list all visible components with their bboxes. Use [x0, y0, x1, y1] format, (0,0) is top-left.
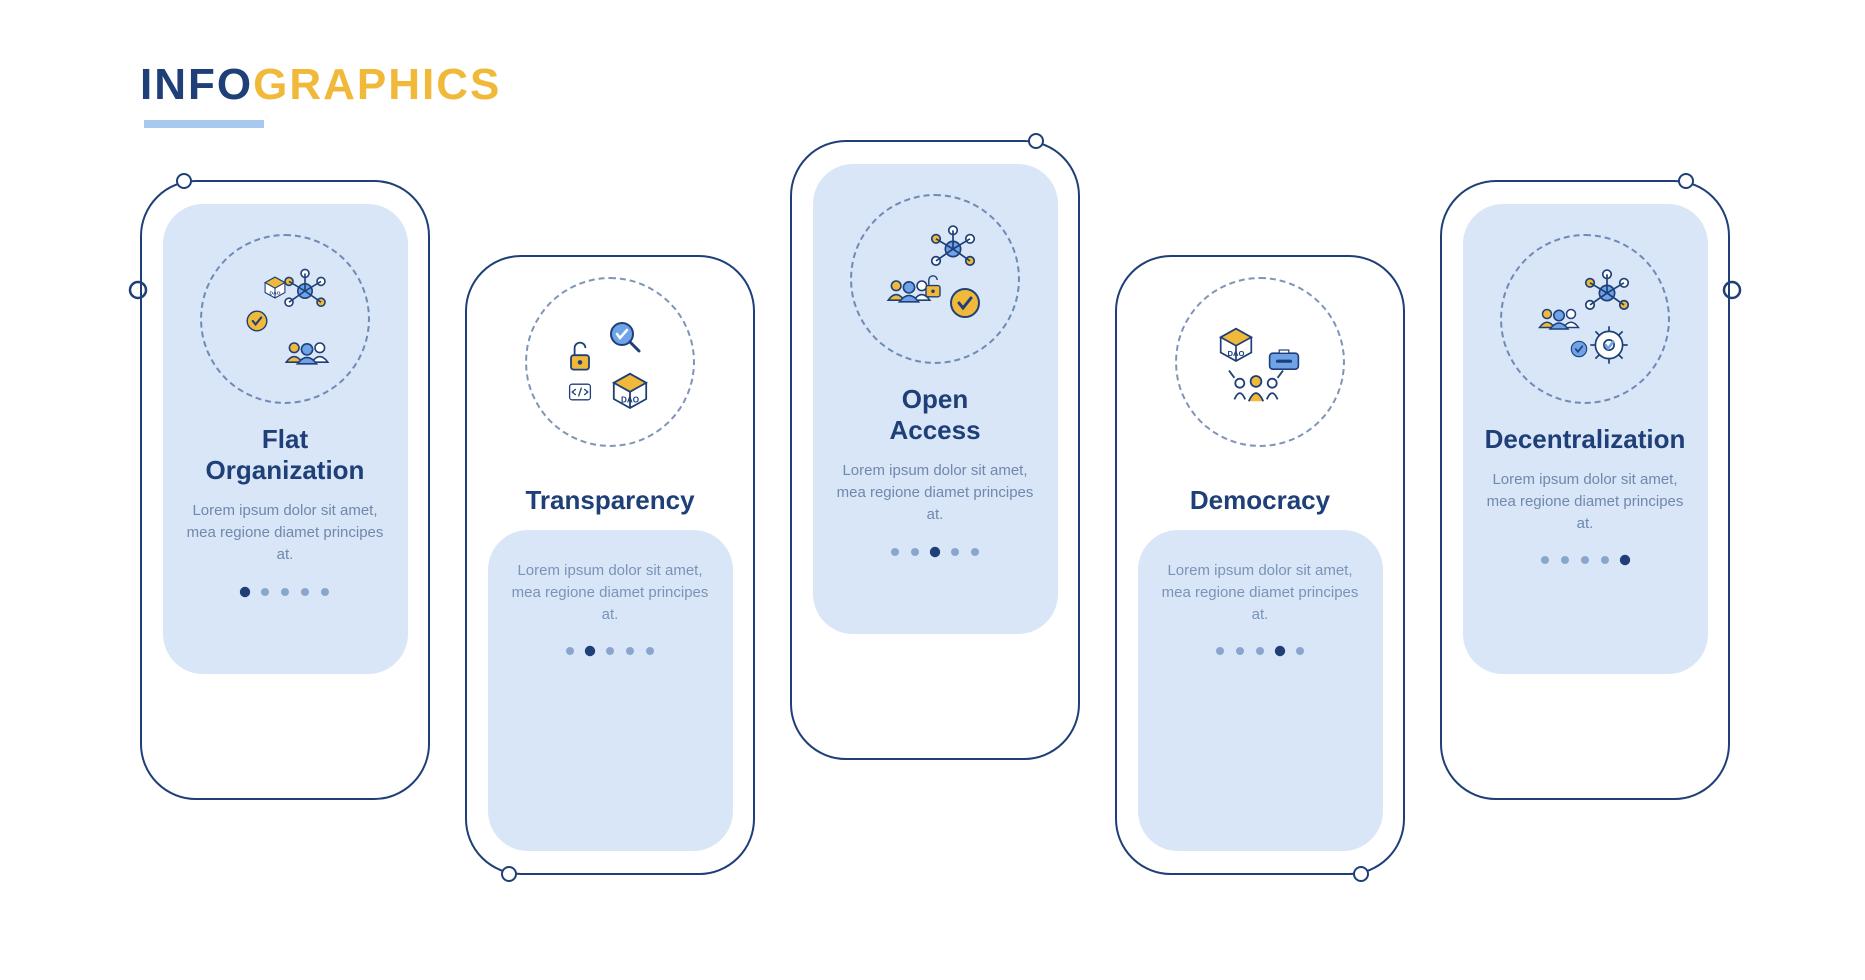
progress-dot [261, 588, 269, 596]
card-description: Lorem ipsum dolor sit amet, mea regione … [510, 560, 711, 625]
card-title: FlatOrganization [206, 424, 365, 486]
page-title: INFOGRAPHICS [140, 60, 501, 110]
progress-dots [566, 647, 654, 655]
progress-dots [891, 548, 979, 556]
progress-dot [911, 548, 919, 556]
transparency-icon [525, 277, 695, 447]
progress-dot [585, 646, 595, 656]
progress-dot [891, 548, 899, 556]
progress-dot [971, 548, 979, 556]
card-description: Lorem ipsum dolor sit amet, mea regione … [1485, 469, 1686, 534]
card-transparency: Transparency Lorem ipsum dolor sit amet,… [465, 255, 755, 875]
card-description: Lorem ipsum dolor sit amet, mea regione … [835, 460, 1036, 525]
progress-dot [606, 647, 614, 655]
decentralization-icon [1500, 234, 1670, 404]
connector-endpoint [176, 173, 192, 189]
progress-dot [1541, 556, 1549, 564]
progress-dots [241, 588, 329, 596]
progress-dot [626, 647, 634, 655]
progress-dot [1236, 647, 1244, 655]
connector-endpoint [501, 866, 517, 882]
card-title: OpenAccess [889, 384, 980, 446]
card-upper: Democracy [1175, 257, 1345, 530]
progress-dot [240, 586, 250, 596]
card-open-access: OpenAccess Lorem ipsum dolor sit amet, m… [790, 140, 1080, 760]
progress-dot [1275, 646, 1285, 656]
card-flat-org: FlatOrganization Lorem ipsum dolor sit a… [140, 180, 430, 800]
progress-dot [1620, 555, 1630, 565]
header: INFOGRAPHICS [140, 60, 501, 128]
openaccess-icon [850, 194, 1020, 364]
progress-dot [281, 588, 289, 596]
progress-dot [1216, 647, 1224, 655]
progress-dot [1256, 647, 1264, 655]
connector-endpoint [1028, 133, 1044, 149]
card-panel: Decentralization Lorem ipsum dolor sit a… [1463, 204, 1708, 674]
progress-dot [566, 647, 574, 655]
progress-dot [1561, 556, 1569, 564]
title-part-b: GRAPHICS [253, 60, 501, 110]
progress-dot [1581, 556, 1589, 564]
card-title: Decentralization [1485, 424, 1686, 455]
progress-dot [301, 588, 309, 596]
infographic-stage: FlatOrganization Lorem ipsum dolor sit a… [110, 140, 1750, 920]
card-description: Lorem ipsum dolor sit amet, mea regione … [1160, 560, 1361, 625]
title-underline [144, 120, 264, 128]
flatorg-icon [200, 234, 370, 404]
card-decentralization: Decentralization Lorem ipsum dolor sit a… [1440, 180, 1730, 800]
card-upper: Transparency [525, 257, 695, 530]
connector-endpoint [1353, 866, 1369, 882]
progress-dot [930, 546, 940, 556]
progress-dot [646, 647, 654, 655]
title-part-a: INFO [140, 60, 253, 110]
progress-dot [951, 548, 959, 556]
card-title: Democracy [1190, 485, 1330, 516]
connector-endpoint [1678, 173, 1694, 189]
democracy-icon [1175, 277, 1345, 447]
card-panel: Lorem ipsum dolor sit amet, mea regione … [488, 530, 733, 851]
progress-dot [1601, 556, 1609, 564]
card-panel: Lorem ipsum dolor sit amet, mea regione … [1138, 530, 1383, 851]
progress-dots [1216, 647, 1304, 655]
card-panel: OpenAccess Lorem ipsum dolor sit amet, m… [813, 164, 1058, 634]
progress-dot [1296, 647, 1304, 655]
card-democracy: Democracy Lorem ipsum dolor sit amet, me… [1115, 255, 1405, 875]
card-panel: FlatOrganization Lorem ipsum dolor sit a… [163, 204, 408, 674]
card-title: Transparency [525, 485, 694, 516]
progress-dots [1541, 556, 1629, 564]
card-description: Lorem ipsum dolor sit amet, mea regione … [185, 500, 386, 565]
progress-dot [321, 588, 329, 596]
